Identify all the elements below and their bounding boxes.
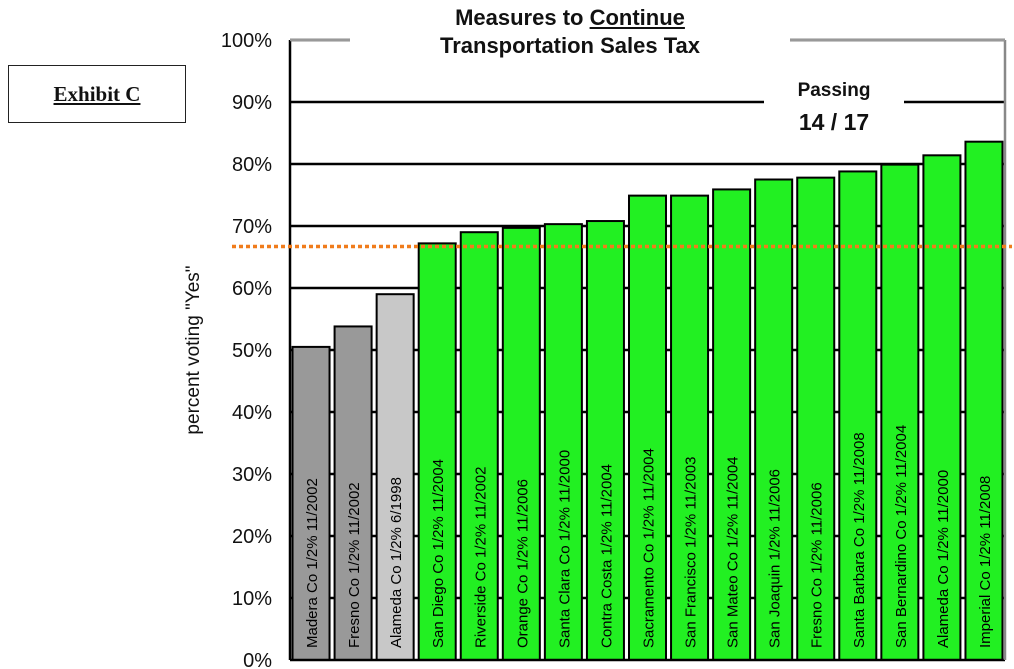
bar-category-label: San Francisco 1/2% 11/2003	[683, 456, 700, 648]
y-tick-label: 10%	[232, 588, 272, 610]
passing-count: 14 / 17	[798, 109, 870, 135]
y-tick-label: 70%	[232, 216, 272, 238]
bar-category-label: San Bernardino Co 1/2% 11/2004	[893, 425, 910, 648]
y-tick-label: 90%	[232, 92, 272, 114]
bar	[796, 176, 836, 661]
bar-category-label: Santa Barbara Co 1/2% 11/2008	[851, 432, 868, 648]
y-tick-label: 0%	[243, 650, 272, 669]
y-tick-label: 80%	[232, 154, 272, 176]
bar	[501, 226, 541, 662]
bar-category-label: Alameda Co 1/2% 6/1998	[388, 477, 405, 648]
y-tick-label: 20%	[232, 526, 272, 548]
bar-category-label: San Joaquin 1/2% 11/2006	[767, 469, 784, 648]
title-line2: Transportation Sales Tax	[439, 33, 700, 58]
bar-category-label: Contra Costa 1/2% 11/2004	[598, 464, 615, 648]
bar-category-label: Fresno Co 1/2% 11/2002	[346, 482, 363, 648]
bar	[754, 178, 794, 661]
bar-category-label: Madera Co 1/2% 11/2002	[304, 478, 321, 648]
bar-category-label: San Diego Co 1/2% 11/2004	[430, 459, 447, 648]
y-tick-label: 60%	[232, 278, 272, 300]
bar	[543, 223, 583, 661]
bar-category-label: Santa Clara Co 1/2% 11/2000	[556, 450, 573, 648]
bar	[333, 325, 373, 661]
y-tick-label: 30%	[232, 464, 272, 486]
bar-category-label: Alameda Co 1/2% 11/2000	[935, 470, 952, 648]
title-line1-underlined: Continue	[589, 5, 685, 30]
bar	[627, 194, 668, 661]
passing-label: Passing	[797, 80, 871, 101]
bar	[291, 345, 331, 661]
exhibit-label: Exhibit C	[53, 81, 141, 106]
bar-category-label: Sacramento Co 1/2% 11/2004	[641, 448, 658, 648]
bar-category-label: Imperial Co 1/2% 11/2008	[977, 476, 994, 648]
y-tick-label: 50%	[232, 340, 272, 362]
bar	[670, 194, 710, 661]
y-tick-label: 100%	[221, 30, 272, 52]
bar	[838, 170, 878, 661]
bar	[417, 242, 457, 662]
y-tick-label: 40%	[232, 402, 272, 424]
bar-category-labels: Madera Co 1/2% 11/2002 Fresno Co 1/2% 11/…	[304, 425, 994, 648]
title-line1-prefix: Measures to	[455, 5, 590, 30]
chart-title: Measures to Continue Transportation Sale…	[350, 4, 790, 60]
bar-category-label: Riverside Co 1/2% 11/2002	[472, 467, 489, 649]
bar-category-label: San Mateo Co 1/2% 11/2004	[725, 456, 742, 648]
bar-category-label: Fresno Co 1/2% 11/2006	[809, 482, 826, 648]
y-axis-title: percent voting "Yes"	[183, 265, 204, 435]
passing-annotation: Passing 14 / 17	[764, 78, 904, 137]
exhibit-box: Exhibit C	[8, 65, 186, 123]
bar	[459, 231, 499, 661]
bar-category-label: Orange Co 1/2% 11/2006	[514, 479, 531, 648]
y-axis-tick-labels: 0% 10% 20% 30% 40% 50% 60% 70% 80% 90% 100%	[221, 30, 272, 669]
